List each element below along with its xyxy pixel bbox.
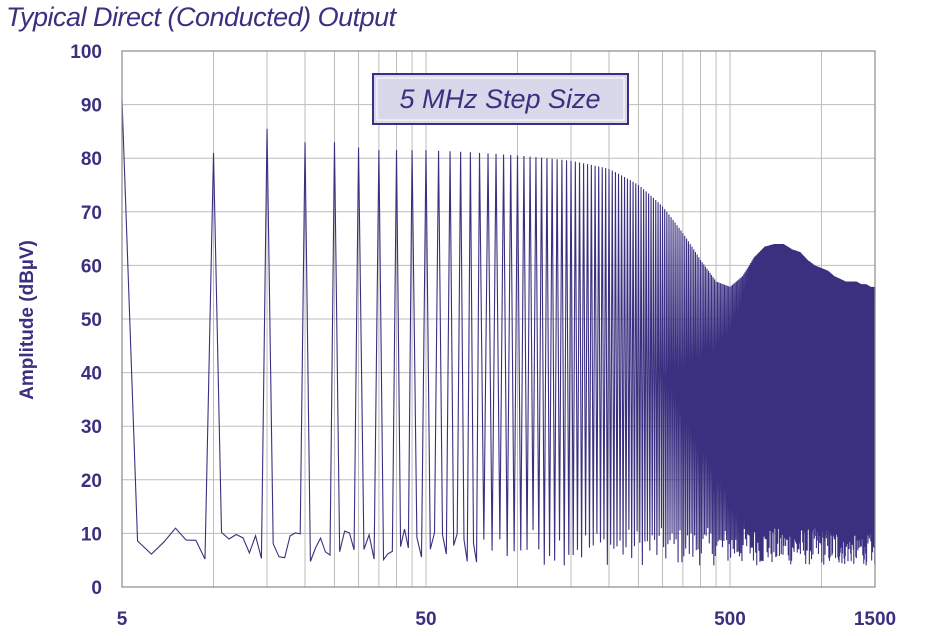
- x-tick-label: 1500: [854, 609, 896, 630]
- y-tick-label: 80: [81, 149, 102, 170]
- y-tick-label: 0: [91, 578, 102, 599]
- y-tick-labels: 0 10 20 30 40 50 60 70 80 90 100: [70, 42, 102, 599]
- x-tick-label: 50: [415, 609, 436, 630]
- x-tick-labels: 5 50 500 1500: [117, 609, 896, 630]
- y-tick-label: 60: [81, 256, 102, 277]
- chart-title: Typical Direct (Conducted) Output: [6, 2, 396, 32]
- y-tick-label: 30: [81, 417, 102, 438]
- annotation-box: 5 MHz Step Size: [372, 73, 629, 125]
- y-tick-label: 50: [81, 310, 102, 331]
- y-tick-label: 100: [70, 42, 102, 63]
- series-group: [121, 99, 876, 566]
- y-tick-label: 70: [81, 203, 102, 224]
- y-tick-label: 10: [81, 524, 102, 545]
- x-tick-label: 5: [117, 609, 128, 630]
- y-tick-label: 20: [81, 471, 102, 492]
- y-tick-label: 40: [81, 364, 102, 385]
- spectrum-trace: [121, 99, 876, 566]
- x-tick-label: 500: [714, 609, 746, 630]
- annotation-text: 5 MHz Step Size: [399, 84, 600, 114]
- y-tick-label: 90: [81, 96, 102, 117]
- plot-frame: [121, 50, 876, 588]
